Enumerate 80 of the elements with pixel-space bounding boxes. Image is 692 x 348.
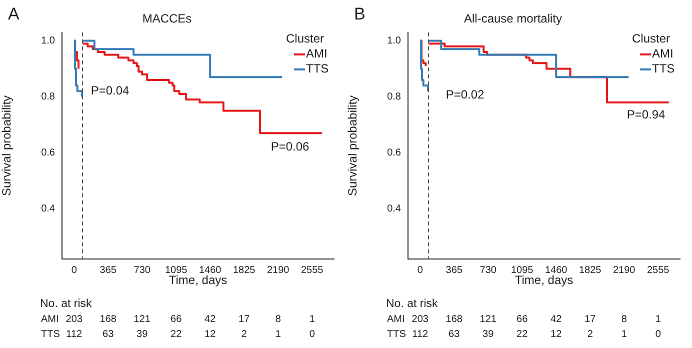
y-tick-label: 0.6 <box>387 147 402 158</box>
text: 66 <box>170 314 182 325</box>
text: 2 <box>241 328 248 340</box>
x-tick-label: 2190 <box>612 264 636 276</box>
chart-title: All-cause mortality <box>464 12 562 26</box>
text: 22 <box>516 328 528 340</box>
x-tick-label: 2190 <box>266 264 290 276</box>
text: 121 <box>480 314 497 325</box>
text: 203 <box>412 314 429 325</box>
y-tick-label: 0.8 <box>387 91 402 102</box>
text: No. at risk <box>386 298 438 310</box>
text: 112 <box>412 328 429 340</box>
text: 63 <box>102 328 114 340</box>
y-tick-label: 0.4 <box>387 203 402 214</box>
text: 168 <box>446 314 463 325</box>
x-tick-label: 1095 <box>164 264 188 276</box>
text: 22 <box>170 328 182 340</box>
legend-label: TTS <box>652 62 675 76</box>
text: 39 <box>136 328 148 340</box>
x-axis-title: Time, days <box>514 273 574 288</box>
text: 1 <box>275 328 282 340</box>
annotation: P=0.06 <box>270 139 310 154</box>
text: AMI <box>41 314 59 325</box>
text: 0 <box>309 328 316 340</box>
legend-label: AMI <box>652 46 674 61</box>
x-tick-label: 1460 <box>544 264 568 276</box>
legend-title: Cluster <box>632 32 670 46</box>
text: 12 <box>550 328 562 340</box>
x-tick-label: 2555 <box>300 264 324 276</box>
x-tick-label: 1095 <box>510 264 534 276</box>
y-tick-label: 0.4 <box>41 203 56 214</box>
x-tick-label: 1825 <box>578 264 602 276</box>
annotation: P=0.02 <box>446 87 485 102</box>
text: 1 <box>655 314 662 325</box>
text: TTS <box>41 328 60 340</box>
text: B <box>354 4 366 24</box>
x-tick-label: 730 <box>480 264 497 276</box>
text: 42 <box>204 314 216 325</box>
text: 8 <box>621 314 628 325</box>
text: 66 <box>516 314 528 325</box>
x-tick-label: 365 <box>100 264 117 276</box>
y-tick-label: 1.0 <box>387 36 402 47</box>
text: 17 <box>238 314 250 325</box>
text: 8 <box>275 314 282 325</box>
y-axis-title: Survival probability <box>346 95 360 196</box>
text: No. at risk <box>40 298 92 310</box>
x-axis-title: Time, days <box>168 273 228 288</box>
text: AMI <box>387 314 405 325</box>
text: 2 <box>587 328 594 340</box>
annotation: P=0.04 <box>90 83 130 98</box>
text: 39 <box>482 328 494 340</box>
text: 1 <box>621 328 628 340</box>
x-tick-label: 0 <box>71 264 78 276</box>
y-tick-label: 0.8 <box>41 91 56 102</box>
text: 0 <box>655 328 662 340</box>
text: 1 <box>309 314 316 325</box>
text: 42 <box>550 314 562 325</box>
legend-label: TTS <box>306 62 329 76</box>
y-axis-title: Survival probability <box>0 95 14 196</box>
x-tick-label: 1825 <box>232 264 256 276</box>
x-tick-label: 1460 <box>198 264 222 276</box>
text: TTS <box>387 328 406 340</box>
x-tick-label: 0 <box>417 264 424 276</box>
y-tick-label: 0.6 <box>41 147 56 158</box>
text: 12 <box>204 328 216 340</box>
x-tick-label: 730 <box>134 264 151 276</box>
y-tick-label: 1.0 <box>41 36 56 47</box>
chart-title: MACCEs <box>142 12 192 26</box>
legend-title: Cluster <box>286 32 324 46</box>
text: 203 <box>66 314 83 325</box>
text: 121 <box>134 314 151 325</box>
legend-label: AMI <box>306 46 328 61</box>
text: 17 <box>584 314 596 325</box>
annotation: P=0.94 <box>626 107 666 122</box>
text: A <box>8 4 20 24</box>
text: 63 <box>448 328 460 340</box>
x-tick-label: 2555 <box>646 264 670 276</box>
text: 112 <box>66 328 83 340</box>
text: 168 <box>100 314 117 325</box>
x-tick-label: 365 <box>446 264 463 276</box>
